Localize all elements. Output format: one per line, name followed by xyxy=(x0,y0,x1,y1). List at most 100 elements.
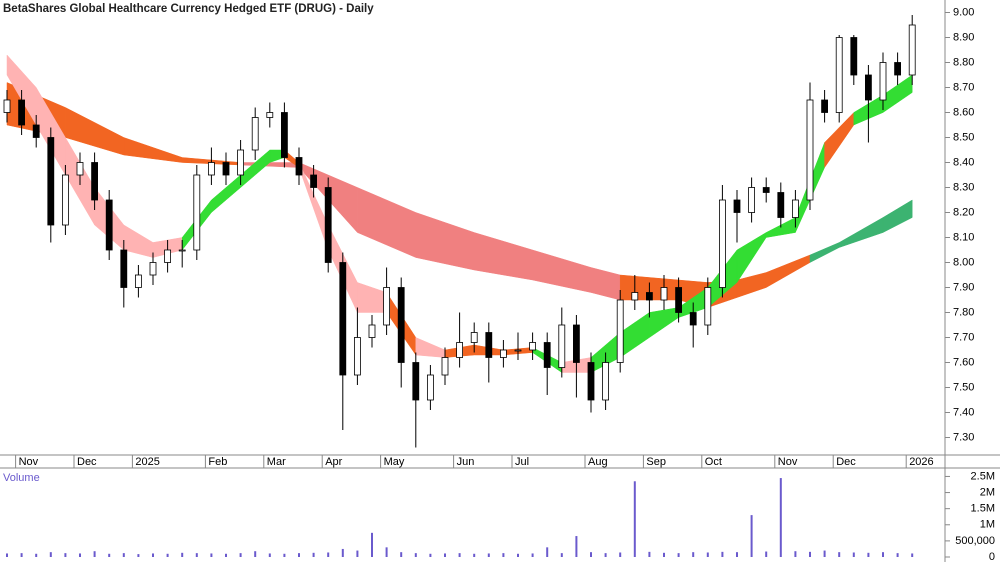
x-tick-label: Aug xyxy=(588,456,608,468)
volume-bar xyxy=(414,553,417,557)
candle-body xyxy=(894,62,901,76)
volume-bar xyxy=(546,547,549,557)
x-tick-label: May xyxy=(384,456,405,468)
candle-body xyxy=(76,162,84,176)
volume-bar xyxy=(137,554,140,557)
volume-bar xyxy=(152,553,154,557)
y-tick-label: 7.30 xyxy=(953,431,974,443)
y-tick-label: 500,000 xyxy=(955,535,995,547)
volume-bar xyxy=(166,553,169,557)
volume-bar xyxy=(882,552,884,557)
candle-body xyxy=(441,357,449,376)
x-tick-label: 2026 xyxy=(909,456,933,468)
x-tick-label: Mar xyxy=(267,456,286,468)
candle-body xyxy=(865,74,872,101)
volume-bar xyxy=(6,553,8,557)
candle-body xyxy=(339,262,347,376)
candle-body xyxy=(806,99,814,201)
y-tick-label: 2.5M xyxy=(971,470,995,482)
volume-bar xyxy=(750,515,753,557)
volume-bar xyxy=(911,553,914,557)
candle-body xyxy=(879,62,887,101)
candle-body xyxy=(646,292,653,301)
volume-bar xyxy=(736,552,738,557)
candle-body xyxy=(660,287,668,301)
candle-body xyxy=(178,249,186,252)
volume-bar xyxy=(20,553,23,557)
volume-bar xyxy=(239,553,242,557)
candle-body xyxy=(908,24,916,76)
x-tick-label: Apr xyxy=(325,456,342,468)
volume-bar xyxy=(633,481,636,557)
volume-bar xyxy=(794,551,797,557)
candle-body xyxy=(850,37,858,76)
y-tick-label: 8.20 xyxy=(953,206,974,218)
volume-bar xyxy=(122,553,125,557)
candle-body xyxy=(18,99,26,126)
volume-bar xyxy=(210,553,213,557)
candle-body xyxy=(762,187,770,193)
volume-bar xyxy=(283,553,286,557)
y-tick-label: 8.70 xyxy=(953,81,974,93)
y-tick-label: 7.40 xyxy=(953,406,974,418)
volume-bar xyxy=(765,551,768,557)
candle-body xyxy=(704,287,712,326)
y-tick-label: 8.10 xyxy=(953,231,974,243)
candle-body xyxy=(616,299,624,363)
y-tick-label: 8.40 xyxy=(953,156,974,168)
y-tick-label: 8.30 xyxy=(953,181,974,193)
volume-bar xyxy=(575,536,578,557)
candle-body xyxy=(32,124,40,138)
candle-body xyxy=(426,374,434,401)
candle-body xyxy=(324,187,332,263)
volume-bar xyxy=(268,553,271,557)
volume-bar xyxy=(604,553,607,557)
volume-bar xyxy=(356,550,359,557)
volume-bar xyxy=(531,553,534,557)
volume-bar xyxy=(502,553,505,557)
candle-body xyxy=(456,342,464,358)
candle-body xyxy=(543,342,551,368)
candle-body xyxy=(47,137,55,226)
candle-body xyxy=(733,199,741,213)
candle-body xyxy=(310,174,318,188)
volume-bar xyxy=(444,553,446,557)
candle-body xyxy=(266,112,274,118)
y-tick-label: 1M xyxy=(980,519,995,531)
candle-body xyxy=(134,274,142,288)
x-tick-label: 2025 xyxy=(135,456,159,468)
candle-body xyxy=(295,157,303,176)
volume-bar xyxy=(225,553,227,557)
volume-bar xyxy=(809,551,811,557)
candle-body xyxy=(587,362,595,401)
y-tick-label: 7.60 xyxy=(953,356,974,368)
volume-bar xyxy=(560,553,563,557)
y-tick-label: 8.50 xyxy=(953,131,974,143)
candle-body xyxy=(485,332,493,358)
volume-bar xyxy=(663,552,665,557)
candle-body xyxy=(164,249,172,263)
volume-bar xyxy=(341,548,344,557)
x-tick-label: Jul xyxy=(515,456,529,468)
volume-bar xyxy=(473,553,476,557)
volume-bar xyxy=(385,547,388,557)
volume-bar xyxy=(517,553,519,557)
y-tick-label: 8.80 xyxy=(953,56,974,68)
candle-body xyxy=(514,349,522,352)
volume-bar xyxy=(648,551,651,557)
volume-bar xyxy=(327,552,330,557)
volume-bar xyxy=(590,552,592,557)
y-tick-label: 8.60 xyxy=(953,106,974,118)
volume-title: Volume xyxy=(3,472,40,484)
y-tick-label: 8.90 xyxy=(953,31,974,43)
candle-body xyxy=(222,162,230,176)
volume-bar xyxy=(79,553,81,557)
candle-body xyxy=(675,287,682,313)
candle-body xyxy=(821,99,828,113)
candle-body xyxy=(3,99,11,113)
candle-body xyxy=(792,199,799,218)
candle-body xyxy=(207,162,215,176)
x-tick-label: Nov xyxy=(778,456,798,468)
